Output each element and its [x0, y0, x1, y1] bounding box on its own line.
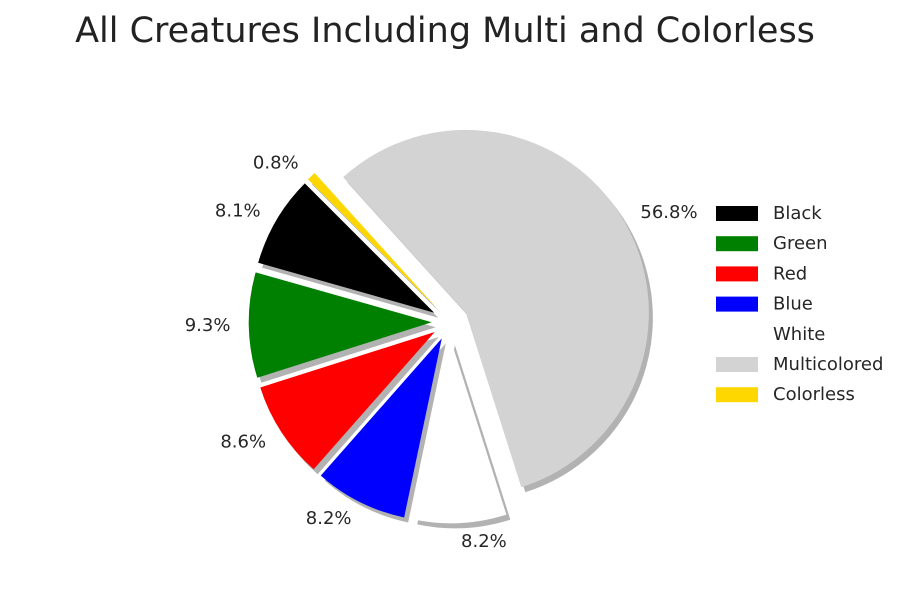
legend-swatch-black: [716, 206, 758, 221]
pie-labels: 8.1% 9.3% 8.6% 8.2% 8.2% 56.8% 0.8%: [185, 152, 698, 551]
slice-label-white: 8.2%: [461, 531, 507, 552]
legend-swatch-multicolored: [716, 357, 758, 372]
slice-label-black: 8.1%: [215, 200, 261, 221]
legend-label-multicolored: Multicolored: [773, 354, 883, 375]
slice-label-red: 8.6%: [220, 431, 266, 452]
slice-green: [248, 272, 432, 378]
legend-swatch-colorless: [716, 387, 758, 403]
legend-swatch-green: [716, 236, 758, 252]
slice-label-blue: 8.2%: [306, 508, 352, 529]
legend-label-colorless: Colorless: [773, 384, 855, 405]
slice-label-multicolored: 56.8%: [640, 202, 697, 223]
legend-swatch-red: [716, 266, 758, 282]
legend-label-black: Black: [773, 203, 822, 224]
legend-label-red: Red: [773, 263, 807, 284]
chart-title: All Creatures Including Multi and Colorl…: [75, 11, 815, 51]
legend-label-white: White: [773, 324, 825, 345]
legend-label-green: Green: [773, 233, 828, 254]
legend: Black Green Red Blue White Multicolored Colorl…: [716, 203, 883, 405]
slice-multicolored: [343, 129, 649, 488]
slice-blue: [320, 338, 442, 518]
slice-white: [413, 340, 507, 524]
legend-swatch-white: [716, 326, 758, 342]
slice-black: [258, 183, 435, 313]
slice-label-green: 9.3%: [185, 315, 231, 336]
slice-colorless: [307, 173, 438, 309]
legend-label-blue: Blue: [773, 294, 813, 315]
pie-slices: [248, 129, 653, 529]
slice-red: [260, 331, 435, 470]
slice-label-colorless: 0.8%: [253, 152, 299, 173]
legend-swatch-blue: [716, 296, 758, 312]
